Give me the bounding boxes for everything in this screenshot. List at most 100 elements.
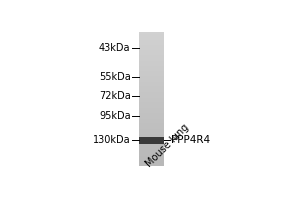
- Bar: [139, 81, 164, 82]
- Bar: [139, 57, 164, 58]
- Bar: [139, 73, 164, 74]
- Bar: [139, 47, 164, 48]
- Text: 55kDa: 55kDa: [99, 72, 130, 82]
- Bar: [139, 145, 164, 147]
- Bar: [139, 38, 164, 40]
- Bar: [139, 153, 164, 155]
- Text: 72kDa: 72kDa: [99, 91, 130, 101]
- Bar: [139, 55, 164, 56]
- Bar: [139, 84, 164, 85]
- Bar: [139, 34, 164, 35]
- Bar: [139, 147, 164, 148]
- Bar: [139, 135, 164, 137]
- Bar: [139, 122, 164, 123]
- Bar: [139, 82, 164, 83]
- Bar: [139, 120, 164, 121]
- Text: 43kDa: 43kDa: [99, 43, 130, 53]
- Bar: [139, 51, 164, 52]
- Bar: [139, 70, 164, 71]
- Bar: [139, 43, 164, 44]
- Bar: [139, 150, 164, 151]
- Bar: [139, 133, 164, 134]
- Bar: [139, 109, 164, 110]
- Bar: [139, 112, 164, 113]
- Bar: [139, 160, 164, 161]
- Bar: [139, 123, 164, 124]
- Bar: [139, 125, 164, 127]
- Bar: [139, 157, 164, 158]
- Bar: [139, 104, 164, 105]
- Bar: [139, 71, 164, 72]
- Bar: [139, 141, 164, 142]
- Bar: [139, 67, 164, 69]
- Bar: [139, 134, 164, 136]
- Bar: [139, 63, 164, 64]
- Bar: [139, 102, 164, 103]
- Bar: [139, 37, 164, 38]
- Bar: [139, 56, 164, 57]
- Bar: [139, 65, 164, 66]
- Bar: [139, 49, 164, 51]
- Bar: [139, 131, 164, 132]
- Bar: [139, 66, 164, 67]
- Bar: [139, 144, 164, 146]
- Bar: [139, 42, 164, 43]
- Bar: [139, 36, 164, 37]
- Bar: [139, 62, 164, 63]
- Bar: [139, 149, 164, 150]
- Bar: [139, 80, 164, 81]
- Bar: [139, 101, 164, 102]
- Bar: [139, 130, 164, 131]
- Bar: [139, 94, 164, 95]
- Bar: [139, 136, 164, 138]
- Bar: [139, 85, 164, 86]
- Bar: [139, 59, 164, 61]
- Bar: [139, 116, 164, 118]
- Bar: [139, 121, 164, 122]
- Bar: [139, 124, 164, 125]
- Bar: [139, 52, 164, 53]
- Bar: [139, 113, 164, 114]
- Bar: [139, 140, 164, 141]
- Bar: [139, 95, 164, 96]
- Bar: [139, 97, 164, 99]
- Bar: [139, 72, 164, 73]
- Bar: [139, 154, 164, 156]
- Bar: [139, 48, 164, 50]
- Bar: [139, 33, 164, 34]
- Bar: [139, 39, 164, 41]
- Bar: [139, 45, 164, 46]
- Bar: [139, 96, 164, 98]
- Bar: [139, 88, 164, 90]
- Bar: [139, 152, 164, 153]
- Bar: [139, 83, 164, 84]
- Bar: [139, 158, 164, 159]
- Bar: [139, 91, 164, 92]
- Bar: [139, 114, 164, 115]
- Bar: [139, 119, 164, 120]
- Bar: [139, 74, 164, 75]
- Bar: [139, 151, 164, 152]
- Bar: [139, 86, 164, 88]
- Bar: [139, 155, 164, 157]
- Bar: [139, 93, 164, 94]
- Bar: [139, 115, 164, 117]
- Bar: [139, 78, 164, 80]
- Bar: [139, 92, 164, 93]
- Text: Mouse lung: Mouse lung: [144, 122, 191, 169]
- Bar: [139, 106, 164, 108]
- Bar: [139, 68, 164, 70]
- Bar: [139, 138, 164, 139]
- Bar: [139, 76, 164, 77]
- Bar: [139, 164, 164, 166]
- Bar: [139, 126, 164, 128]
- Bar: [139, 99, 164, 100]
- Bar: [139, 110, 164, 111]
- Bar: [139, 128, 164, 129]
- Bar: [139, 64, 164, 65]
- Bar: [139, 105, 164, 107]
- Bar: [139, 40, 164, 42]
- Bar: [139, 58, 164, 60]
- Bar: [139, 107, 164, 109]
- Bar: [139, 90, 164, 91]
